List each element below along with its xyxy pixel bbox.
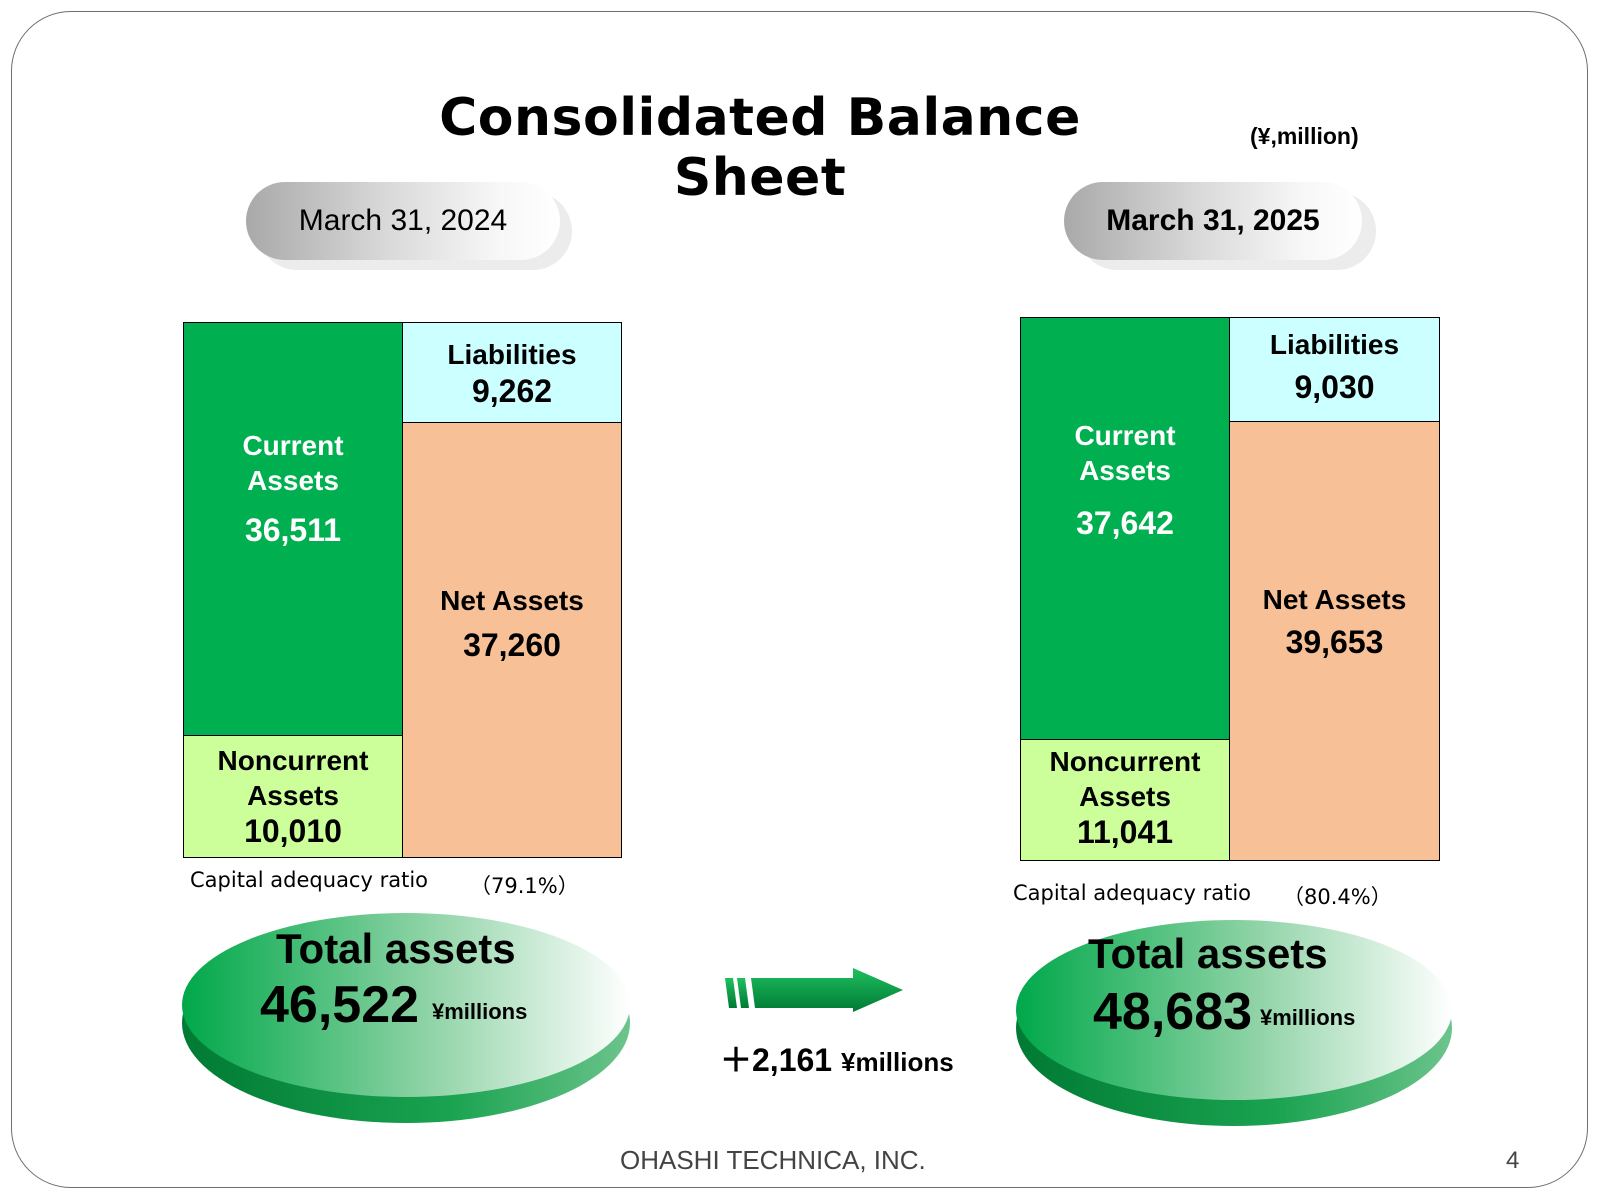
- total-assets-unit: ¥millions: [432, 999, 528, 1024]
- net-assets-value: 37,260: [463, 627, 561, 663]
- total-assets-value: 48,683: [1093, 983, 1253, 1041]
- total-assets-label: Total assets: [1088, 930, 1328, 977]
- slide-title: Consolidated Balance Sheet: [439, 88, 1081, 208]
- current-assets-label: Current: [242, 430, 344, 461]
- noncurrent-assets-label: Noncurrent: [217, 745, 369, 776]
- total-ellipse-graphic: [182, 913, 630, 1123]
- current-assets-value: 36,511: [244, 512, 342, 548]
- capital-ratio-value-2025: （80.4%）: [1283, 885, 1392, 909]
- current-assets-value: 37,642: [1076, 505, 1174, 541]
- change-unit: ¥millions: [840, 1047, 954, 1077]
- net-assets-label: Net Assets: [1262, 584, 1407, 615]
- noncurrent-assets-label: Noncurrent: [1049, 746, 1201, 777]
- total-assets-label: Total assets: [276, 925, 516, 972]
- net-assets-2024: Net Assets 37,260: [402, 422, 622, 858]
- liabilities-value: 9,262: [471, 373, 553, 409]
- slide-frame: [11, 11, 1588, 1188]
- liabilities-label: Liabilities: [1269, 329, 1400, 360]
- change-value: ＋2,161: [720, 1042, 833, 1078]
- net-assets-2025: Net Assets 39,653: [1229, 421, 1440, 861]
- liabilities-2025: Liabilities 9,030: [1229, 317, 1440, 422]
- footer-company: OHASHI TECHNICA, INC.: [620, 1145, 926, 1175]
- liabilities-label: Liabilities: [447, 339, 577, 370]
- noncurrent-assets-value: 11,041: [1076, 814, 1174, 850]
- current-assets-2024: Current Assets 36,511: [183, 322, 403, 736]
- date-pill-2025: March 31, 2025: [1064, 182, 1362, 260]
- total-assets-unit: ¥millions: [1260, 1005, 1356, 1030]
- current-assets-2025: Current Assets 37,642: [1020, 317, 1230, 740]
- current-assets-label: Current: [1074, 420, 1176, 451]
- capital-ratio-label-2025: Capital adequacy ratio: [1013, 881, 1252, 905]
- current-assets-label: Assets: [1079, 455, 1171, 486]
- liabilities-2024: Liabilities 9,262: [402, 322, 622, 423]
- net-assets-label: Net Assets: [440, 585, 584, 616]
- total-assets-2024: Total assets 46,522 ¥millions: [176, 905, 636, 1135]
- date-pill-2024: March 31, 2024: [246, 182, 560, 260]
- capital-ratio-label-2024: Capital adequacy ratio: [190, 868, 429, 892]
- total-assets-value: 46,522: [260, 976, 420, 1034]
- noncurrent-assets-label: Assets: [247, 780, 339, 811]
- increase-arrow-icon: [725, 968, 903, 1012]
- total-assets-2025: Total assets 48,683 ¥millions: [1010, 912, 1458, 1137]
- unit-label: (¥,million): [1250, 123, 1359, 149]
- page-number: 4: [1506, 1147, 1520, 1174]
- noncurrent-assets-value: 10,010: [244, 813, 342, 849]
- current-assets-label: Assets: [247, 465, 339, 496]
- liabilities-value: 9,030: [1294, 369, 1375, 405]
- net-assets-value: 39,653: [1285, 624, 1384, 660]
- noncurrent-assets-label: Assets: [1079, 781, 1171, 812]
- noncurrent-assets-2025: Noncurrent Assets 11,041: [1020, 739, 1230, 861]
- noncurrent-assets-2024: Noncurrent Assets 10,010: [183, 735, 403, 858]
- total-assets-change: ＋2,161 ¥millions: [720, 1035, 954, 1081]
- capital-ratio-value-2024: （79.1%）: [470, 874, 579, 898]
- total-ellipse-graphic: [1016, 920, 1452, 1126]
